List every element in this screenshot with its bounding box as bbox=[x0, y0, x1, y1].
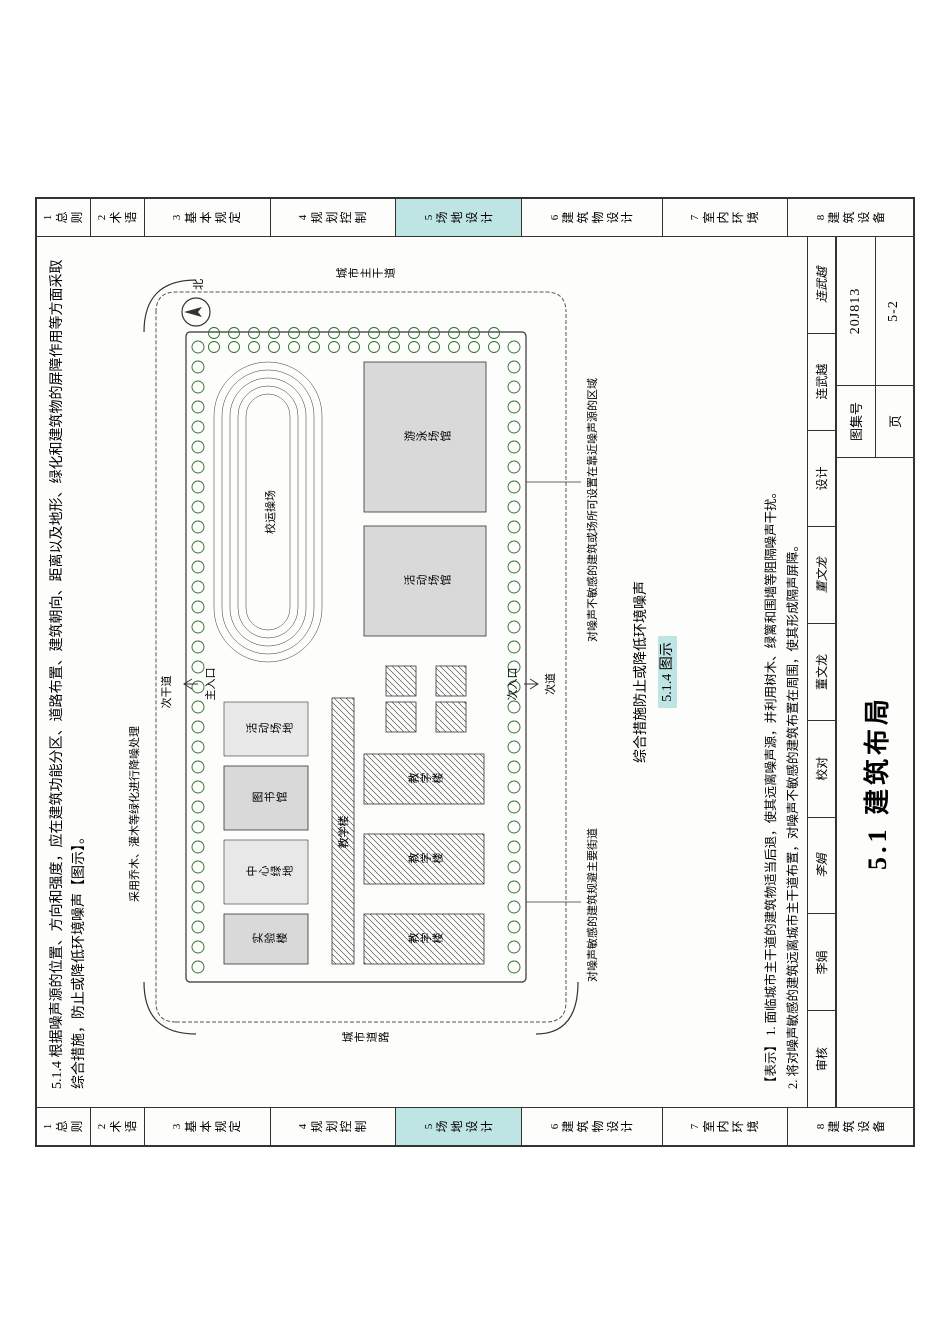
caption-upper: 综合措施防止或降低环境噪声 bbox=[626, 255, 652, 1089]
proof-name: 董文龙 bbox=[808, 623, 835, 720]
section-tab-3[interactable]: 3基本规定 bbox=[145, 1108, 271, 1145]
lbl-teach2: 教学楼 bbox=[407, 853, 443, 866]
drawing-sheet: 1总则2术语3基本规定4规划控制5场地设计6建筑物设计7室内环境8建筑设备 5.… bbox=[35, 197, 915, 1147]
page-number: 5-2 bbox=[876, 237, 914, 385]
section-tab-7[interactable]: 7室内环境 bbox=[663, 199, 789, 236]
clause-text: 根据噪声源的位置、方向和强度，应在建筑功能分区、道路布置、建筑朝向、距离以及地形… bbox=[50, 260, 87, 1090]
caption-code: 5.1.4 图示 bbox=[658, 636, 677, 708]
lbl-teach: 教学楼 bbox=[336, 816, 350, 849]
section-tab-6[interactable]: 6建筑物设计 bbox=[522, 1108, 663, 1145]
tree-row-top bbox=[192, 341, 204, 973]
lbl-teach1: 教学楼 bbox=[407, 933, 443, 946]
page-wrapper: 1总则2术语3基本规定4规划控制5场地设计6建筑物设计7室内环境8建筑设备 5.… bbox=[0, 0, 950, 1344]
corner-sw bbox=[536, 982, 578, 1034]
page-label: 页 bbox=[876, 385, 914, 457]
caption-upper-text: 综合措施防止或降低环境噪声 bbox=[634, 581, 649, 763]
site-plan-svg: 北 采用乔木、灌木等绿化进行降噪处理 次干道 实验楼 bbox=[106, 262, 626, 1082]
left-tab-strip: 1总则2术语3基本规定4规划控制5场地设计6建筑物设计7室内环境8建筑设备 bbox=[37, 1107, 913, 1145]
anno-bottom-right: 对噪声不敏感的建筑或场所可设置在靠近噪声源的区域 bbox=[585, 378, 599, 642]
review-name: 李娟 bbox=[808, 913, 835, 1010]
notes-block: 【表示】 1. 面临城市主干道的建筑物适当后退，使其远离噪声源，并利用树木、绿篱… bbox=[758, 237, 807, 1107]
section-tab-2[interactable]: 2术语 bbox=[91, 199, 145, 236]
lbl-lab: 实验楼 bbox=[250, 933, 287, 946]
plan-area: 北 采用乔木、灌木等绿化进行降噪处理 次干道 实验楼 bbox=[98, 237, 758, 1107]
clause-heading: 5.1.4 根据噪声源的位置、方向和强度，应在建筑功能分区、道路布置、建筑朝向、… bbox=[37, 237, 98, 1107]
lbl-right-road: 城市主干道 bbox=[335, 268, 395, 281]
section-tab-1[interactable]: 1总则 bbox=[37, 1108, 91, 1145]
tree-row-right bbox=[208, 328, 499, 353]
corner-nw bbox=[144, 982, 196, 1034]
road-left bbox=[176, 1002, 566, 1022]
tree-row-bottom bbox=[508, 341, 520, 973]
lbl-teach3: 教学楼 bbox=[407, 773, 443, 786]
section-tab-3[interactable]: 3基本规定 bbox=[145, 199, 271, 236]
lbl-library: 图书馆 bbox=[251, 792, 287, 805]
signature-row: 审核 李娟 李娟 校对 董文龙 董文龙 设计 连武越 连武越 bbox=[807, 237, 835, 1107]
lbl-main-entry: 主入口 bbox=[204, 668, 217, 701]
lbl-stadium: 校运操场 bbox=[263, 490, 277, 534]
lbl-minor-road: 次道 bbox=[543, 673, 557, 695]
atlas-number: 20J813 bbox=[837, 237, 875, 385]
section-tab-8[interactable]: 8建筑设备 bbox=[788, 1108, 913, 1145]
design-label: 设计 bbox=[808, 430, 835, 527]
section-tab-7[interactable]: 7室内环境 bbox=[663, 1108, 789, 1145]
review-signature: 李娟 bbox=[808, 817, 835, 914]
clause-number: 5.1.4 bbox=[50, 1061, 65, 1089]
north-arrow-icon bbox=[182, 298, 210, 326]
section-tab-4[interactable]: 4规划控制 bbox=[271, 1108, 397, 1145]
anno-top-road: 次干道 bbox=[159, 676, 173, 709]
review-label: 审核 bbox=[808, 1010, 835, 1107]
notes-prefix-label: 【表示】 bbox=[764, 1039, 778, 1089]
anno-bottom-left: 对噪声敏感的建筑规避主要街道 bbox=[585, 828, 599, 982]
figure-caption: 5.1.4 图示 bbox=[652, 255, 678, 1089]
section-tab-2[interactable]: 2术语 bbox=[91, 1108, 145, 1145]
section-tab-5[interactable]: 5场地设计 bbox=[396, 1108, 522, 1145]
section-tab-4[interactable]: 4规划控制 bbox=[271, 199, 397, 236]
title-block: 5.1 建筑布局 图集号 20J813 页 5-2 bbox=[835, 237, 913, 1107]
section-tab-1[interactable]: 1总则 bbox=[37, 199, 91, 236]
lbl-left-road: 城市道路 bbox=[341, 1032, 389, 1045]
proof-label: 校对 bbox=[808, 720, 835, 817]
section-tab-5[interactable]: 5场地设计 bbox=[396, 199, 522, 236]
atlas-label: 图集号 bbox=[837, 385, 875, 457]
lbl-activity: 活动场馆 bbox=[403, 575, 451, 588]
road-right bbox=[156, 292, 566, 312]
section-tab-6[interactable]: 6建筑物设计 bbox=[522, 199, 663, 236]
design-name: 连武越 bbox=[808, 333, 835, 430]
design-signature: 连武越 bbox=[808, 237, 835, 333]
anno-top-method: 采用乔木、灌木等绿化进行降噪处理 bbox=[127, 726, 141, 902]
notes-item2: 2. 将对噪声敏感的建筑远离城市主干道布置，对噪声不敏感的建筑布置在周围，使其形… bbox=[784, 255, 803, 1073]
main-content: 5.1.4 根据噪声源的位置、方向和强度，应在建筑功能分区、道路布置、建筑朝向、… bbox=[37, 237, 913, 1107]
proof-signature: 董文龙 bbox=[808, 526, 835, 623]
lbl-actfield: 活动场地 bbox=[245, 723, 293, 736]
lbl-center: 中心绿地 bbox=[245, 866, 293, 879]
north-label: 北 bbox=[192, 279, 205, 290]
title-left: 5.1 建筑布局 bbox=[837, 457, 913, 1107]
notes-prefix: 【表示】 1. 面临城市主干道的建筑物适当后退，使其远离噪声源，并利用树木、绿篱… bbox=[762, 255, 781, 1073]
title-right: 图集号 20J813 页 5-2 bbox=[837, 237, 913, 457]
lbl-pool: 游泳场馆 bbox=[403, 431, 451, 444]
right-tab-strip: 1总则2术语3基本规定4规划控制5场地设计6建筑物设计7室内环境8建筑设备 bbox=[37, 199, 913, 237]
plaza-squares bbox=[386, 666, 466, 732]
sheet-title: 5.1 建筑布局 bbox=[837, 458, 913, 1107]
notes-item1: 1. 面临城市主干道的建筑物适当后退，使其远离噪声源，并利用树木、绿篱和围墙等阻… bbox=[764, 486, 778, 1036]
road-top bbox=[156, 312, 176, 1022]
section-tab-8[interactable]: 8建筑设备 bbox=[788, 199, 913, 236]
lbl-sec-entry: 次入口 bbox=[505, 668, 519, 701]
